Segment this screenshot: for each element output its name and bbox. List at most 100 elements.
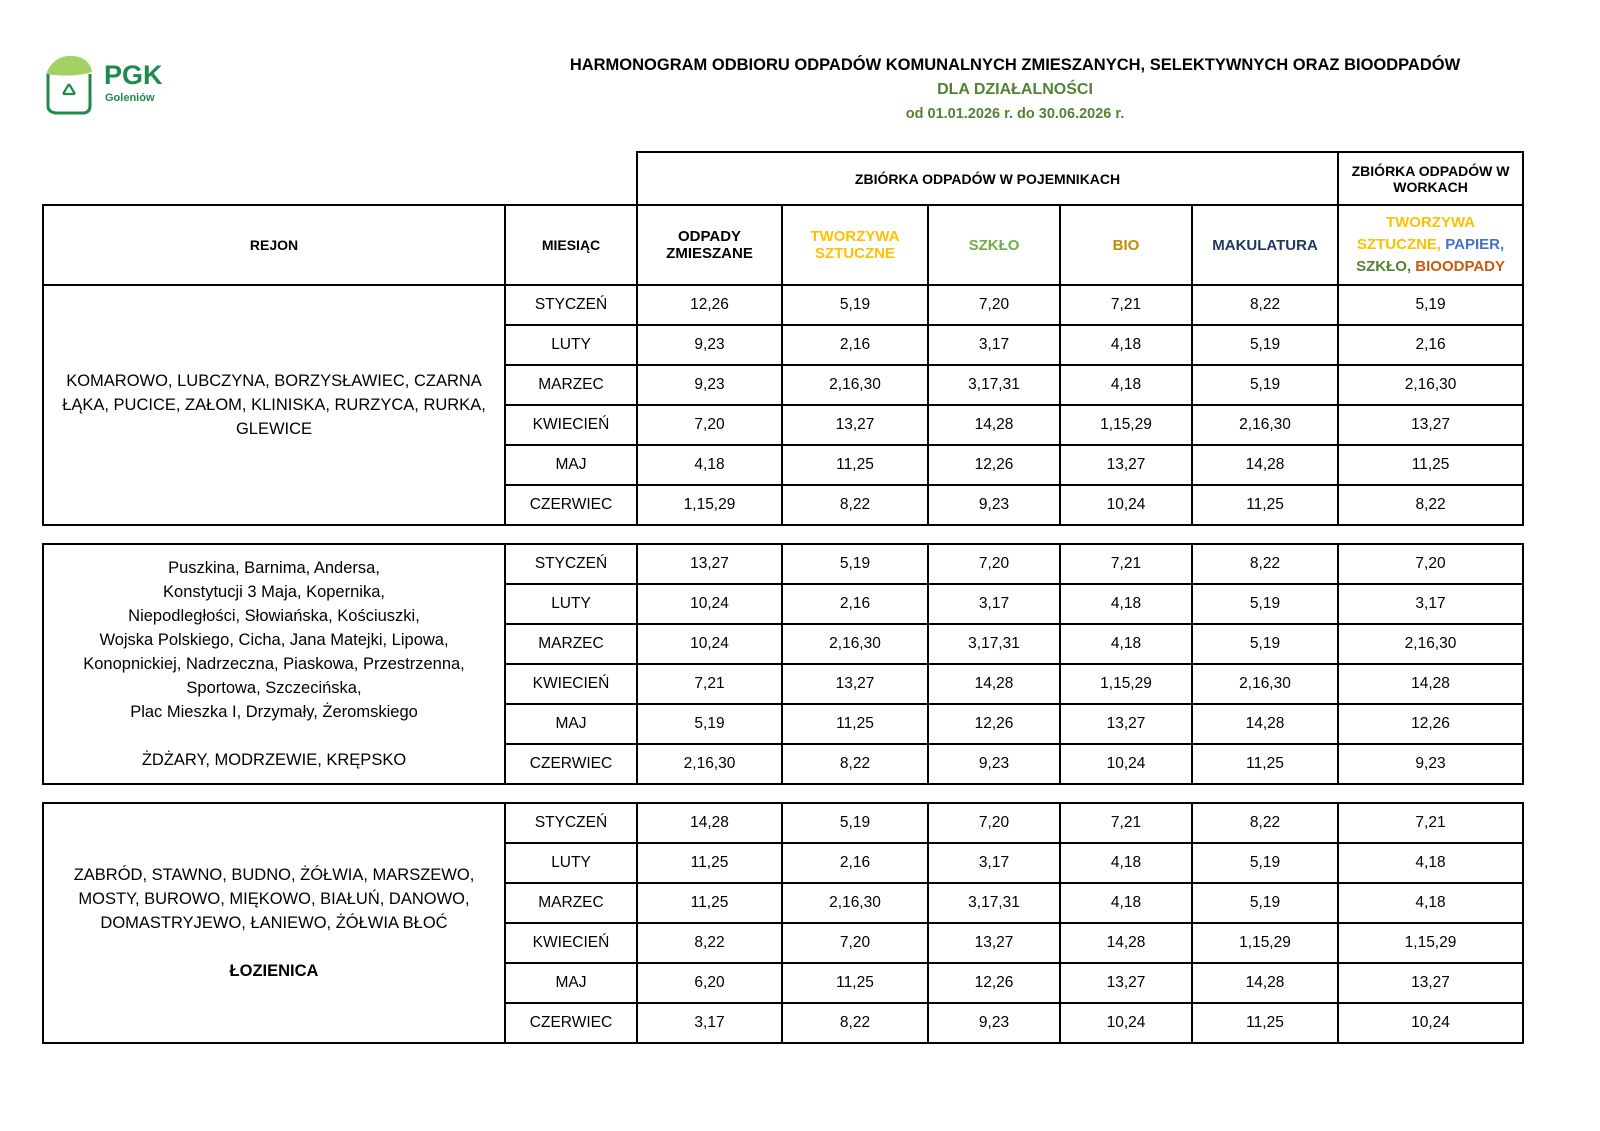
dates-cell: 1,15,29	[1059, 404, 1193, 446]
dates-cell: 7,20	[1337, 543, 1524, 585]
dates-cell: 6,20	[636, 962, 783, 1004]
dates-cell: 14,28	[927, 663, 1061, 705]
dates-cell: 12,26	[927, 703, 1061, 745]
dates-cell: 7,20	[927, 802, 1061, 844]
col-bags: TWORZYWA SZTUCZNE, PAPIER, SZKŁO, BIOODP…	[1337, 204, 1525, 286]
table-row: CZERWIEC 2,16,30 8,22 9,23 10,24 11,25 9,23	[43, 743, 1524, 785]
dates-cell: 9,23	[1337, 743, 1524, 785]
dates-cell: 14,28	[927, 404, 1061, 446]
dates-cell: 8,22	[1191, 543, 1339, 585]
dates-cell: 3,17	[927, 842, 1061, 884]
table-row: Puszkina, Barnima, Andersa, Konstytucji 3…	[42, 543, 1524, 785]
dates-cell: 7,20	[927, 284, 1061, 326]
dates-cell: 3,17,31	[927, 623, 1061, 665]
blank	[43, 152, 637, 206]
month-cell: MARZEC	[504, 364, 638, 406]
month-cell: STYCZEŃ	[504, 802, 638, 844]
dates-cell: 13,27	[781, 404, 929, 446]
month-cell: MAJ	[504, 962, 638, 1004]
table-row: LUTY 10,24 2,16 3,17 4,18 5,19 3,17	[43, 583, 1524, 625]
table-row: MARZEC 9,23 2,16,30 3,17,31 4,18 5,19 2,16,30	[43, 364, 1525, 406]
schedule-section: ZBIÓRKA ODPADÓW W POJEMNIKACH ZBIÓRKA ODP…	[42, 151, 1525, 526]
table-row: MARZEC 10,24 2,16,30 3,17,31 4,18 5,19 2,16,30	[43, 623, 1524, 665]
dates-cell: 8,22	[781, 1002, 929, 1044]
dates-cell: 1,15,29	[1191, 922, 1339, 964]
table-row: MAJ 4,18 11,25 12,26 13,27 14,28 11,25	[43, 444, 1525, 486]
region-line: Niepodległości, Słowiańska, Kościuszki,	[128, 607, 420, 625]
dates-cell: 4,18	[1059, 882, 1193, 924]
dates-cell: 11,25	[636, 842, 783, 884]
month-cell: CZERWIEC	[504, 484, 638, 526]
dates-cell: 11,25	[781, 703, 929, 745]
dates-cell: 11,25	[636, 882, 783, 924]
schedule-section: ZABRÓD, STAWNO, BUDNO, ŻÓŁWIA, MARSZEWO,…	[42, 802, 1524, 1044]
dates-cell: 9,23	[927, 743, 1061, 785]
table-row: KWIECIEŃ 7,20 13,27 14,28 1,15,29 2,16,30 13,2…	[43, 404, 1525, 446]
table-row: KWIECIEŃ 7,21 13,27 14,28 1,15,29 2,16,30 14,2…	[43, 663, 1524, 705]
dates-cell: 13,27	[781, 663, 929, 705]
dates-cell: 5,19	[1191, 842, 1339, 884]
dates-cell: 2,16,30	[781, 364, 929, 406]
bags-glass: SZKŁO,	[1356, 258, 1412, 275]
region-cell: Puszkina, Barnima, Andersa, Konstytucji 3…	[42, 543, 506, 785]
dates-cell: 1,15,29	[636, 484, 783, 526]
dates-cell: 7,21	[1337, 802, 1524, 844]
pgk-logo	[46, 55, 92, 115]
region-line: Konstytucji 3 Maja, Kopernika,	[163, 583, 385, 601]
dates-cell: 2,16,30	[1191, 663, 1339, 705]
dates-cell: 1,15,29	[1337, 922, 1524, 964]
dates-cell: 2,16	[781, 842, 929, 884]
dates-cell: 2,16	[781, 324, 929, 366]
bags-paper: PAPIER,	[1445, 236, 1505, 253]
dates-cell: 8,22	[781, 484, 929, 526]
dates-cell: 2,16,30	[1190, 404, 1340, 446]
region-cell: ZABRÓD, STAWNO, BUDNO, ŻÓŁWIA, MARSZEWO,…	[42, 802, 506, 1044]
region-line: Wojska Polskiego, Cicha, Jana Matejki, L…	[99, 631, 449, 649]
table-row: CZERWIEC 1,15,29 8,22 9,23 10,24 11,25 8,22	[43, 484, 1525, 526]
dates-cell: 12,26	[927, 962, 1061, 1004]
dates-cell: 13,27	[1337, 404, 1525, 446]
dates-cell: 8,22	[1190, 284, 1340, 326]
dates-cell: 5,19	[1190, 324, 1340, 366]
dates-cell: 13,27	[636, 543, 783, 585]
dates-cell: 4,18	[1337, 882, 1524, 924]
dates-cell: 14,28	[1191, 962, 1339, 1004]
logo-text: PGK	[104, 60, 163, 90]
region-line: ZABRÓD, STAWNO, BUDNO, ŻÓŁWIA, MARSZEWO,…	[73, 866, 475, 932]
dates-cell: 5,19	[1191, 623, 1339, 665]
month-cell: STYCZEŃ	[504, 284, 638, 326]
table-row: MAJ 5,19 11,25 12,26 13,27 14,28 12,26	[43, 703, 1524, 745]
table-row: MAJ 6,20 11,25 12,26 13,27 14,28 13,27	[43, 962, 1524, 1004]
dates-cell: 10,24	[1059, 1002, 1193, 1044]
dates-cell: 4,18	[1059, 324, 1193, 366]
page-title: HARMONOGRAM ODBIORU ODPADÓW KOMUNALNYCH …	[569, 56, 1461, 74]
dates-cell: 5,19	[1191, 882, 1339, 924]
dates-cell: 7,21	[1059, 284, 1193, 326]
dates-cell: 8,22	[781, 743, 929, 785]
dates-cell: 4,18	[1059, 364, 1193, 406]
dates-cell: 7,21	[1059, 543, 1193, 585]
col-glass: SZKŁO	[927, 204, 1061, 286]
dates-cell: 3,17,31	[927, 364, 1061, 406]
dates-cell: 14,28	[1190, 444, 1340, 486]
dates-cell: 2,16	[781, 583, 929, 625]
region-line: Puszkina, Barnima, Andersa,	[168, 559, 380, 577]
dates-cell: 9,23	[927, 484, 1061, 526]
region-line: KOMAROWO, LUBCZYNA, BORZYSŁAWIEC, CZARNA…	[62, 372, 486, 438]
dates-cell: 5,19	[1337, 284, 1525, 326]
dates-cell: 14,28	[636, 802, 783, 844]
dates-cell: 2,16,30	[1337, 623, 1524, 665]
table-row: KWIECIEŃ 8,22 7,20 13,27 14,28 1,15,29 1,15,29	[43, 922, 1524, 964]
region-line	[48, 935, 500, 959]
dates-cell: 3,17,31	[927, 882, 1061, 924]
dates-cell: 9,23	[927, 1002, 1061, 1044]
dates-cell: 3,17	[927, 583, 1061, 625]
dates-cell: 7,21	[1059, 802, 1193, 844]
col-paper: MAKULATURA	[1190, 204, 1340, 286]
dates-cell: 11,25	[1337, 444, 1525, 486]
logo-subtext: Goleniów	[105, 92, 155, 104]
dates-cell: 5,19	[781, 284, 929, 326]
region-line: Sportowa, Szczecińska,	[186, 679, 362, 697]
group-bags: ZBIÓRKA ODPADÓW W WORKACH	[1337, 151, 1525, 206]
dates-cell: 7,21	[636, 663, 783, 705]
